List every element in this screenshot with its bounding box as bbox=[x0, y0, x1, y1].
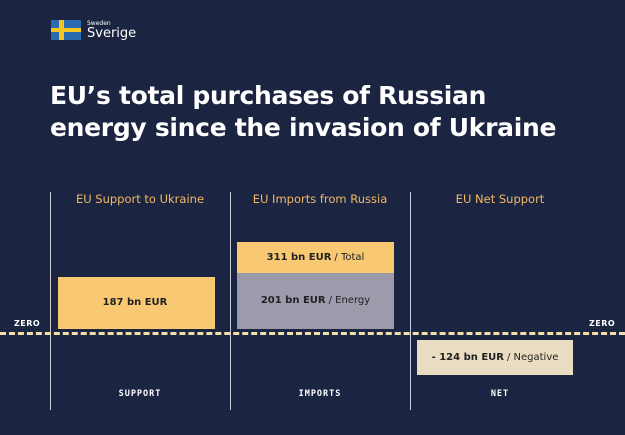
footer-imports: IMPORTS bbox=[298, 389, 342, 399]
swedish-flag-icon bbox=[51, 20, 81, 40]
zero-line bbox=[0, 332, 625, 335]
bar-suffix: / Energy bbox=[328, 295, 371, 307]
zero-label-right: ZERO bbox=[589, 319, 616, 328]
footer-net: NET bbox=[490, 389, 510, 399]
header-net: EU Net Support bbox=[455, 192, 545, 206]
header-imports: EU Imports from Russia bbox=[252, 192, 388, 206]
bar-value: 311 bn EUR bbox=[266, 251, 332, 263]
divider bbox=[230, 192, 231, 410]
bar-suffix: / Total bbox=[334, 251, 365, 263]
logo-small: Sweden bbox=[87, 19, 111, 27]
divider bbox=[50, 192, 51, 410]
sverige-logo: Sweden Sverige bbox=[51, 20, 136, 40]
bar-net: - 124 bn EUR / Negative bbox=[417, 340, 573, 375]
footer-support: SUPPORT bbox=[118, 389, 162, 399]
zero-label-left: ZERO bbox=[14, 319, 41, 328]
page-title: EU’s total purchases of Russian energy si… bbox=[50, 80, 556, 144]
bar-value: 187 bn EUR bbox=[102, 297, 168, 309]
bar-value: - 124 bn EUR bbox=[431, 351, 504, 363]
title-line-1: EU’s total purchases of Russian bbox=[50, 81, 487, 110]
logo-big: Sverige bbox=[87, 25, 137, 41]
bar-value: 201 bn EUR bbox=[260, 295, 326, 307]
bar-support: 187 bn EUR bbox=[58, 276, 215, 329]
header-support: EU Support to Ukraine bbox=[75, 192, 205, 206]
title-line-2: energy since the invasion of Ukraine bbox=[50, 113, 557, 142]
bar-imports-total: 311 bn EUR / Total bbox=[237, 241, 394, 273]
bar-imports-energy: 201 bn EUR / Energy bbox=[237, 272, 394, 329]
divider bbox=[410, 192, 411, 410]
bar-suffix: / Negative bbox=[506, 351, 559, 363]
